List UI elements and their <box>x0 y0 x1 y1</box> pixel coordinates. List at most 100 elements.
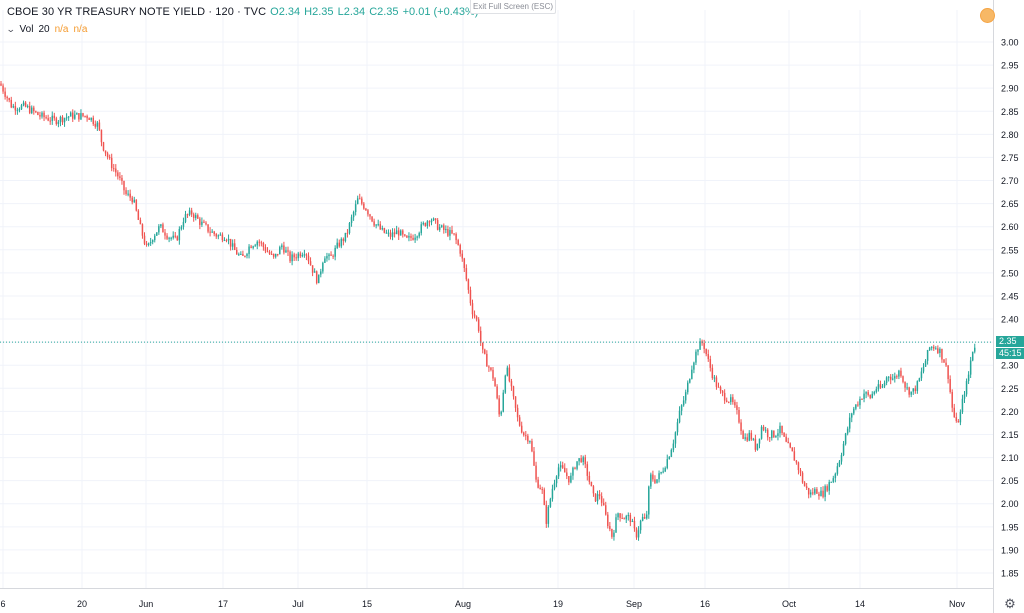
candle-body <box>293 254 295 258</box>
candle-body <box>242 253 244 256</box>
candle-body <box>117 172 119 177</box>
candle-body <box>420 224 422 234</box>
candle-body <box>416 236 418 238</box>
candle-body <box>490 367 492 370</box>
candle-body <box>914 388 917 392</box>
candle-body <box>295 257 297 259</box>
candle-body <box>715 377 718 387</box>
y-tick-label: 2.55 <box>1001 245 1019 255</box>
candle-body <box>760 426 763 439</box>
chevron-down-icon[interactable]: ⌄ <box>5 24 16 34</box>
candle-body <box>631 520 634 522</box>
candle-body <box>238 254 240 256</box>
candle-body <box>264 247 267 252</box>
candle-body <box>967 374 970 382</box>
candle-body <box>182 221 185 227</box>
x-tick-label: 17 <box>218 599 228 609</box>
x-tick-label: Jul <box>292 599 304 609</box>
candle-body <box>250 246 252 248</box>
candle-body <box>471 303 474 315</box>
status-indicator[interactable] <box>980 8 995 23</box>
candle-body <box>498 398 500 415</box>
candle-body <box>246 254 248 257</box>
candle-body <box>742 430 744 439</box>
candle-body <box>350 217 353 223</box>
candle-body <box>785 436 787 442</box>
candle-body <box>447 229 449 236</box>
exit-fullscreen-button[interactable]: Exit Full Screen (ESC) <box>470 0 556 14</box>
candle-body <box>506 367 509 376</box>
candle-body <box>699 341 701 350</box>
close-value: C2.35 <box>369 6 399 18</box>
candle-body <box>59 116 62 122</box>
candle-body <box>289 251 291 262</box>
candle-body <box>824 486 826 497</box>
candle-body <box>113 168 115 170</box>
x-tick-label: 15 <box>362 599 372 609</box>
candle-body <box>158 226 160 233</box>
candle-body <box>129 193 131 198</box>
gear-icon[interactable]: ⚙ <box>1004 596 1016 611</box>
symbol-title[interactable]: CBOE 30 YR TREASURY NOTE YIELD · 120 · T… <box>7 6 267 18</box>
candle-body <box>885 377 888 383</box>
candle-body <box>627 515 630 517</box>
candle-body <box>596 494 599 502</box>
candle-body <box>318 274 320 284</box>
candle-body <box>758 438 761 444</box>
candle-body <box>568 476 570 483</box>
candle-body <box>287 250 289 252</box>
x-tick-label: 20 <box>77 599 87 609</box>
candle-body <box>723 392 726 401</box>
candle-body <box>277 253 279 255</box>
candle-body <box>703 343 705 349</box>
candle-body <box>131 197 133 203</box>
candle-body <box>231 243 234 247</box>
candle-body <box>740 422 742 431</box>
candle-body <box>574 467 576 469</box>
x-tick-label: 19 <box>553 599 563 609</box>
candle-body <box>789 443 791 448</box>
candle-body <box>846 428 849 434</box>
candle-body <box>385 232 388 234</box>
candle-body <box>559 465 562 468</box>
candle-body <box>580 458 582 462</box>
candle-body <box>578 458 580 462</box>
y-tick-label: 2.40 <box>1001 315 1019 325</box>
candle-body <box>14 106 17 111</box>
candle-body <box>209 231 211 233</box>
candle-body <box>668 456 671 460</box>
candle-body <box>31 107 33 114</box>
candle-body <box>828 482 830 491</box>
candle-body <box>88 118 90 120</box>
candle-body <box>482 342 484 350</box>
candle-body <box>369 214 371 217</box>
candle-body <box>500 411 502 415</box>
candle-body <box>508 367 511 382</box>
candle-body <box>229 238 232 247</box>
candle-body <box>867 392 869 395</box>
candle-body <box>35 111 37 113</box>
candle-body <box>959 412 962 423</box>
candle-body <box>258 241 261 243</box>
candle-body <box>4 91 6 97</box>
candle-body <box>227 238 230 241</box>
candle-body <box>541 489 543 491</box>
candle-body <box>166 235 168 239</box>
candle-body <box>619 513 621 518</box>
candle-body <box>916 381 919 392</box>
candle-body <box>814 489 816 494</box>
candle-body <box>803 482 806 487</box>
volume-label[interactable]: Vol <box>19 24 34 35</box>
candle-body <box>334 247 336 257</box>
candle-body <box>957 420 960 423</box>
candle-body <box>754 438 757 450</box>
candle-body <box>361 198 363 204</box>
candle-body <box>381 228 384 230</box>
y-tick-label: 2.15 <box>1001 430 1019 440</box>
candle-body <box>274 253 277 257</box>
candle-body <box>0 83 2 86</box>
candle-body <box>326 256 328 259</box>
candle-body <box>687 382 689 393</box>
candle-body <box>127 193 129 195</box>
